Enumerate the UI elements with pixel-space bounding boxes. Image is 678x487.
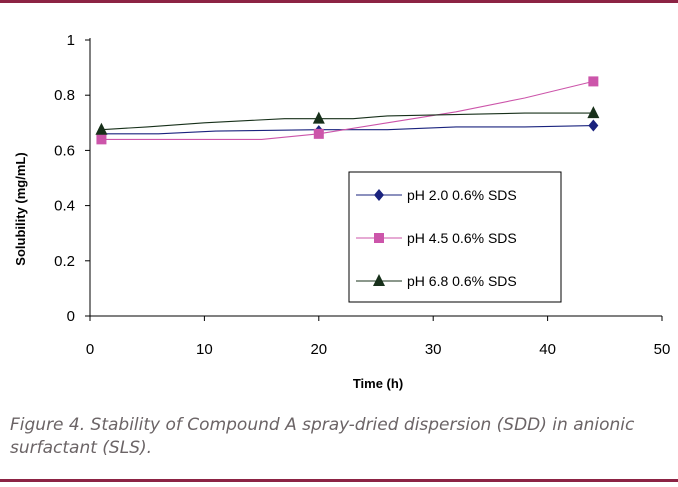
data-point-triangle <box>312 111 325 124</box>
y-axis-title: Solubility (mg/mL) <box>13 152 28 265</box>
legend-marker-diamond <box>374 189 384 201</box>
legend-item: pH 4.5 0.6% SDS <box>356 230 517 246</box>
legend-label: pH 2.0 0.6% SDS <box>407 187 517 203</box>
y-tick-label: 0 <box>67 308 75 325</box>
data-point-square <box>96 134 107 145</box>
legend-item: pH 2.0 0.6% SDS <box>356 187 517 203</box>
series-line <box>101 125 594 135</box>
data-point-square <box>313 128 324 139</box>
x-axis-title: Time (h) <box>353 376 403 391</box>
y-tick-label: 0.8 <box>54 87 75 104</box>
series-2 <box>96 76 599 145</box>
y-tick-label: 0.4 <box>54 198 75 215</box>
legend-item: pH 6.8 0.6% SDS <box>356 273 517 289</box>
legend: pH 2.0 0.6% SDS pH 4.5 0.6% SDS pH 6.8 0.6… <box>348 171 562 303</box>
x-tick-label: 30 <box>425 341 442 358</box>
series-line <box>101 80 594 140</box>
series-layer <box>95 76 600 145</box>
data-point-triangle <box>587 106 600 119</box>
x-tick-label: 0 <box>86 341 94 358</box>
x-tick-label: 10 <box>196 341 213 358</box>
data-point-square <box>588 76 599 87</box>
figure-caption: Figure 4. Stability of Compound A spray-… <box>10 415 635 458</box>
top-rule <box>0 0 678 3</box>
y-tick-label: 1 <box>67 32 75 49</box>
solubility-chart: 00.20.40.60.810 10 20 30 40 50 pH 2.0 0.6% SD… <box>13 32 670 391</box>
data-point-diamond <box>588 119 599 132</box>
legend-marker-triangle <box>373 274 385 286</box>
data-point-triangle <box>95 122 108 135</box>
y-tick-label: 0.2 <box>54 253 75 270</box>
x-tick-label: 50 <box>654 341 671 358</box>
axes: 00.20.40.60.810 10 20 30 40 50 <box>54 32 670 358</box>
legend-box <box>348 171 562 303</box>
x-tick-label: 20 <box>310 341 327 358</box>
series-3 <box>95 106 600 135</box>
bottom-rule <box>0 479 678 482</box>
y-tick-label: 0.6 <box>54 142 75 159</box>
legend-marker-square <box>374 233 384 243</box>
x-tick-label: 40 <box>539 341 556 358</box>
legend-label: pH 6.8 0.6% SDS <box>407 273 517 289</box>
legend-label: pH 4.5 0.6% SDS <box>407 230 517 246</box>
